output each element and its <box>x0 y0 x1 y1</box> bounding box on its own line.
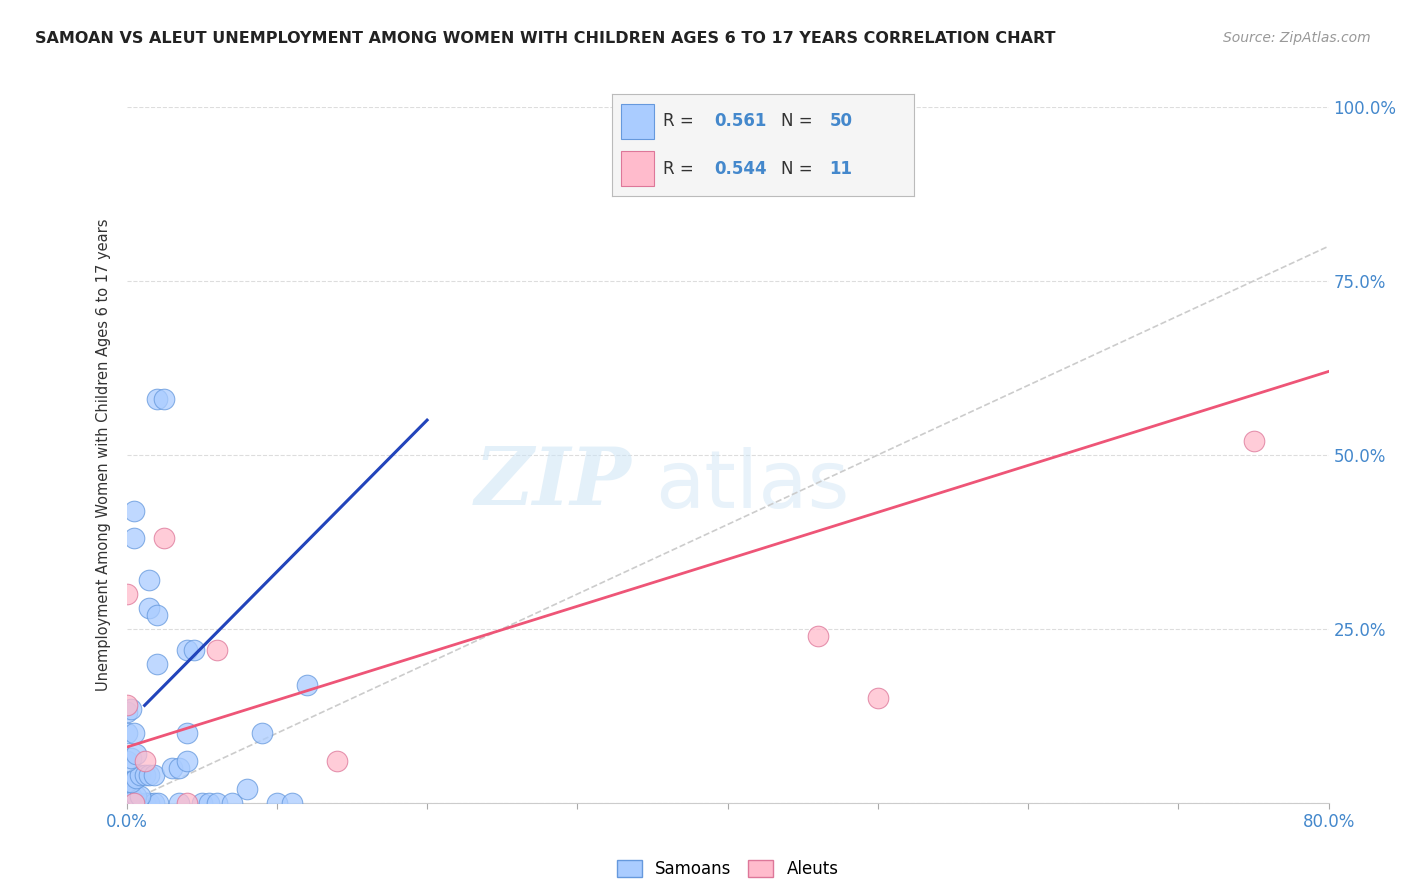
Text: 11: 11 <box>830 160 852 178</box>
Point <box>266 796 288 810</box>
Text: ZIP: ZIP <box>475 444 631 522</box>
Point <box>124 747 146 761</box>
Point <box>295 677 318 691</box>
Point <box>205 642 228 657</box>
Y-axis label: Unemployment Among Women with Children Ages 6 to 17 years: Unemployment Among Women with Children A… <box>96 219 111 691</box>
Point <box>153 532 176 546</box>
Point <box>235 781 259 796</box>
Point <box>115 775 138 789</box>
Point <box>138 573 160 587</box>
Legend: Samoans, Aleuts: Samoans, Aleuts <box>610 854 845 885</box>
Point <box>122 796 145 810</box>
Point <box>115 754 138 768</box>
Text: SAMOAN VS ALEUT UNEMPLOYMENT AMONG WOMEN WITH CHILDREN AGES 6 TO 17 YEARS CORREL: SAMOAN VS ALEUT UNEMPLOYMENT AMONG WOMEN… <box>35 31 1056 46</box>
Point <box>120 750 142 764</box>
Point <box>124 772 146 786</box>
Point <box>145 392 167 407</box>
Text: 0.561: 0.561 <box>714 112 766 130</box>
Text: Source: ZipAtlas.com: Source: ZipAtlas.com <box>1223 31 1371 45</box>
Point <box>221 796 243 810</box>
FancyBboxPatch shape <box>620 104 654 139</box>
Text: atlas: atlas <box>655 447 849 525</box>
Point <box>145 657 167 671</box>
Text: 0.544: 0.544 <box>714 160 768 178</box>
Point <box>129 768 152 782</box>
Point <box>115 587 138 601</box>
Point <box>281 796 304 810</box>
Point <box>153 392 176 407</box>
Point <box>115 789 138 803</box>
Point <box>115 698 138 713</box>
Text: R =: R = <box>664 112 699 130</box>
Point <box>138 768 160 782</box>
Point <box>142 768 165 782</box>
Point <box>134 768 156 782</box>
Point <box>124 789 146 803</box>
Point <box>138 796 160 810</box>
Point <box>138 601 160 615</box>
Text: N =: N = <box>780 160 818 178</box>
Point <box>326 754 349 768</box>
Point <box>250 726 273 740</box>
Point <box>167 761 190 775</box>
Point <box>167 796 190 810</box>
Point <box>122 726 145 740</box>
Point <box>134 754 156 768</box>
Point <box>205 796 228 810</box>
Point <box>120 775 142 789</box>
Point <box>807 629 830 643</box>
Point <box>198 796 221 810</box>
Point <box>115 796 138 810</box>
Point <box>176 726 198 740</box>
Point <box>120 702 142 716</box>
Text: R =: R = <box>664 160 699 178</box>
Point <box>122 532 145 546</box>
Point <box>124 796 146 810</box>
Point <box>1243 434 1265 448</box>
Point <box>190 796 212 810</box>
Point <box>145 607 167 622</box>
Point <box>115 726 138 740</box>
Point <box>142 796 165 810</box>
Point <box>176 642 198 657</box>
Point <box>120 789 142 803</box>
Point <box>134 796 156 810</box>
Text: N =: N = <box>780 112 818 130</box>
Point <box>183 642 205 657</box>
Point <box>129 796 152 810</box>
Point <box>115 706 138 720</box>
Point <box>160 761 183 775</box>
Point <box>866 691 889 706</box>
Text: 50: 50 <box>830 112 852 130</box>
Point <box>176 796 198 810</box>
FancyBboxPatch shape <box>620 151 654 186</box>
Point <box>120 796 142 810</box>
Point <box>122 503 145 517</box>
Point <box>176 754 198 768</box>
Point <box>146 796 169 810</box>
Point <box>129 789 152 803</box>
